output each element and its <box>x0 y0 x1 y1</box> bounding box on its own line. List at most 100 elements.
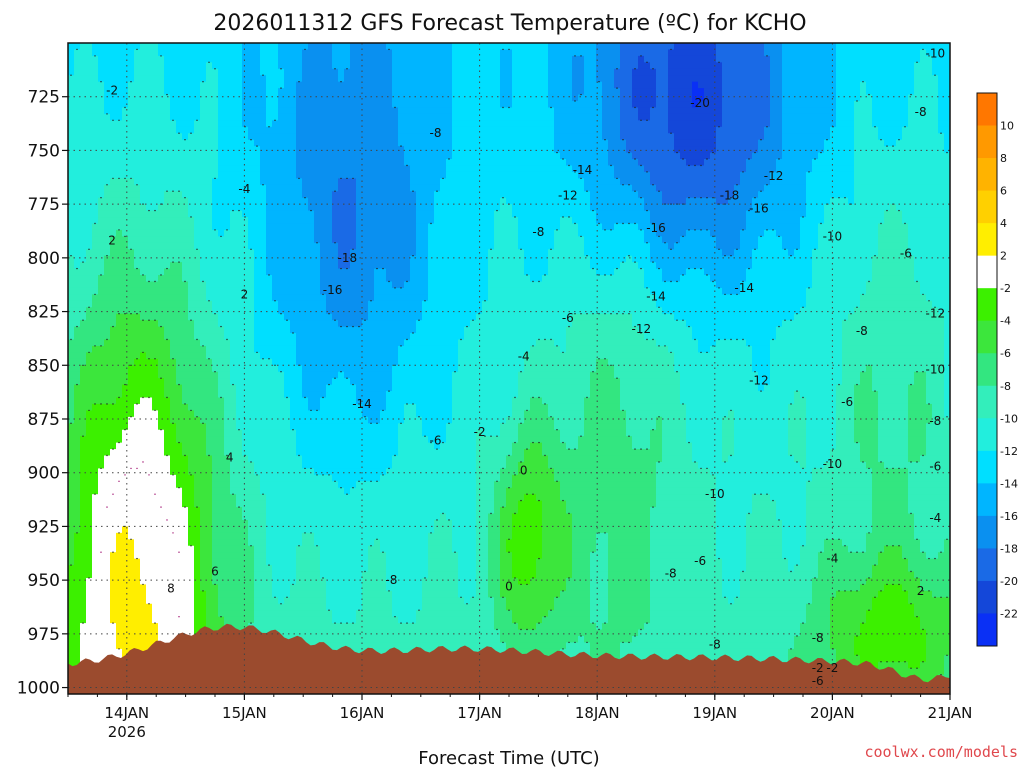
field-cell <box>158 481 165 489</box>
field-cell <box>224 55 231 63</box>
field-cell <box>68 242 75 250</box>
field-cell <box>86 55 93 63</box>
field-cell <box>116 146 123 154</box>
field-cell <box>218 565 225 573</box>
field-cell <box>350 210 357 218</box>
field-cell <box>320 223 327 231</box>
field-cell <box>86 571 93 579</box>
field-cell <box>128 146 135 154</box>
field-cell <box>296 494 303 502</box>
field-cell <box>80 81 87 89</box>
field-cell <box>110 62 117 70</box>
field-cell <box>146 397 153 405</box>
field-cell <box>332 339 339 347</box>
field-cell <box>200 204 207 212</box>
field-cell <box>158 487 165 495</box>
field-cell <box>170 571 177 579</box>
field-cell <box>338 178 345 186</box>
field-cell <box>116 229 123 237</box>
field-cell <box>74 545 81 553</box>
field-cell <box>338 436 345 444</box>
field-cell <box>218 210 225 218</box>
field-cell <box>98 81 105 89</box>
field-cell <box>158 629 165 637</box>
field-cell <box>326 487 333 495</box>
field-cell <box>182 442 189 450</box>
field-cell <box>134 416 141 424</box>
field-cell <box>302 107 309 115</box>
field-cell <box>68 178 75 186</box>
field-cell <box>212 326 219 334</box>
field-cell <box>92 449 99 457</box>
field-cell <box>278 442 285 450</box>
field-cell <box>104 75 111 83</box>
field-cell <box>218 178 225 186</box>
field-cell <box>158 43 165 51</box>
field-cell <box>176 88 183 96</box>
field-cell <box>344 171 351 179</box>
field-cell <box>236 210 243 218</box>
field-cell <box>188 358 195 366</box>
field-cell <box>110 648 117 656</box>
field-cell <box>116 513 123 521</box>
field-cell <box>350 275 357 283</box>
field-cell <box>128 384 135 392</box>
field-cell <box>290 307 297 315</box>
field-cell <box>200 120 207 128</box>
field-cell <box>116 397 123 405</box>
field-cell <box>218 113 225 121</box>
field-cell <box>164 287 171 295</box>
field-cell <box>296 526 303 534</box>
field-cell <box>212 487 219 495</box>
field-cell <box>176 384 183 392</box>
field-cell <box>80 165 87 173</box>
field-cell <box>194 320 201 328</box>
field-cell <box>86 449 93 457</box>
field-cell <box>206 545 213 553</box>
field-cell <box>68 191 75 199</box>
field-cell <box>338 146 345 154</box>
field-cell <box>338 558 345 566</box>
field-cell <box>356 519 363 528</box>
field-cell <box>362 62 369 70</box>
field-cell <box>254 307 261 315</box>
field-cell <box>350 178 357 186</box>
field-cell <box>320 275 327 283</box>
field-cell <box>356 629 363 637</box>
field-cell <box>284 229 291 237</box>
field-cell <box>320 62 327 70</box>
field-cell <box>314 461 321 470</box>
field-cell <box>152 455 159 463</box>
field-cell <box>230 146 237 154</box>
field-cell <box>296 236 303 244</box>
field-cell <box>200 507 207 515</box>
field-cell <box>350 68 357 76</box>
field-cell <box>140 281 147 289</box>
field-cell <box>236 384 243 392</box>
field-cell <box>218 500 225 508</box>
field-cell <box>188 416 195 424</box>
field-cell <box>116 68 123 76</box>
field-cell <box>206 281 213 289</box>
field-cell <box>74 223 81 231</box>
field-cell <box>236 184 243 192</box>
field-cell <box>146 88 153 96</box>
field-cell <box>98 197 105 205</box>
field-cell <box>326 120 333 128</box>
field-cell <box>80 526 87 534</box>
field-cell <box>92 275 99 283</box>
field-cell <box>248 597 255 605</box>
field-cell <box>140 494 147 502</box>
field-cell <box>194 545 201 553</box>
field-cell <box>290 468 297 476</box>
field-cell <box>338 326 345 334</box>
field-cell <box>236 326 243 334</box>
field-cell <box>362 320 369 328</box>
field-cell <box>158 455 165 463</box>
field-cell <box>218 474 225 482</box>
field-cell <box>320 461 327 470</box>
field-cell <box>350 526 357 534</box>
field-cell <box>218 339 225 347</box>
field-cell <box>182 113 189 121</box>
field-cell <box>86 584 93 592</box>
